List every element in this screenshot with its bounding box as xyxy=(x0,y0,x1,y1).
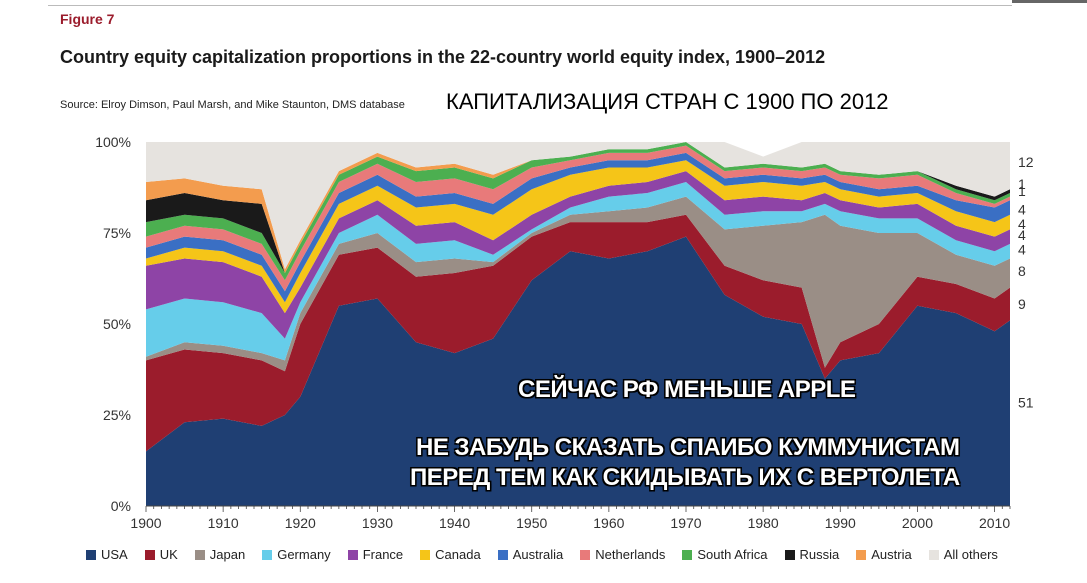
area-all-others xyxy=(146,142,1010,270)
legend-label: Australia xyxy=(512,547,564,562)
x-tick-label: 1960 xyxy=(593,515,624,531)
x-tick-label: 1990 xyxy=(825,515,856,531)
y-tick-label: 25% xyxy=(103,407,131,423)
y-axis: 0% 25% 50% 75% 100% xyxy=(95,134,131,514)
top-right-bar xyxy=(1012,0,1087,3)
figure-label: Figure 7 xyxy=(60,11,115,27)
area-uk xyxy=(146,214,1010,452)
legend-swatch xyxy=(497,549,508,560)
legend-item-usa: USA xyxy=(86,547,128,562)
legend-item-uk: UK xyxy=(144,547,178,562)
legend-item-austria: Austria xyxy=(856,547,912,562)
russian-title: КАПИТАЛИЗАЦИЯ СТРАН С 1900 ПО 2012 xyxy=(446,89,889,114)
x-tick-label: 1900 xyxy=(130,515,161,531)
x-tick-label: 1930 xyxy=(362,515,393,531)
area-france xyxy=(146,171,1010,339)
legend-label: Japan xyxy=(209,547,246,562)
right-share-label: 9 xyxy=(1018,296,1026,312)
x-tick-label: 1980 xyxy=(748,515,779,531)
legend-swatch xyxy=(262,549,273,560)
legend-item-canada: Canada xyxy=(420,547,481,562)
right-share-label: 51 xyxy=(1018,394,1034,410)
x-tick-label: 1910 xyxy=(208,515,239,531)
right-share-label: 1 xyxy=(1018,176,1026,192)
legend-swatch xyxy=(682,549,693,560)
legend-label: UK xyxy=(159,547,178,562)
legend-swatch xyxy=(928,549,939,560)
x-axis: 1900 1910 1920 1930 1940 1950 1960 1970 1980 1990… xyxy=(130,505,1011,531)
legend-swatch xyxy=(420,549,431,560)
right-share-label: 12 xyxy=(1018,154,1034,170)
area-usa xyxy=(146,236,1010,506)
legend-label: All others xyxy=(943,547,998,562)
legend-swatch xyxy=(784,549,795,560)
legend-swatch xyxy=(580,549,591,560)
legend-label: Austria xyxy=(871,547,912,562)
y-tick-label: 0% xyxy=(111,498,131,514)
legend-item-france: France xyxy=(347,547,404,562)
right-share-label: 8 xyxy=(1018,263,1026,279)
legend-item-australia: Australia xyxy=(497,547,564,562)
y-tick-label: 75% xyxy=(103,225,131,241)
x-tick-label: 1940 xyxy=(439,515,470,531)
legend-item-germany: Germany xyxy=(262,547,331,562)
right-share-label: 4 xyxy=(1018,201,1026,217)
x-tick-label: 1970 xyxy=(670,515,701,531)
legend-label: Netherlands xyxy=(595,547,666,562)
legend-label: Russia xyxy=(799,547,840,562)
area-japan xyxy=(146,196,1010,372)
legend-item-south-africa: South Africa xyxy=(682,547,768,562)
chart-title: Country equity capitalization proportion… xyxy=(60,47,826,67)
right-share-label: 4 xyxy=(1018,227,1026,243)
area-south-africa xyxy=(146,142,1010,281)
y-tick-label: 50% xyxy=(103,316,131,332)
area-austria xyxy=(146,142,1010,273)
legend-item-russia: Russia xyxy=(784,547,840,562)
area-canada xyxy=(146,160,1010,314)
x-tick-label: 1920 xyxy=(285,515,316,531)
legend-item-netherlands: Netherlands xyxy=(580,547,665,562)
area-netherlands xyxy=(146,145,1010,292)
x-tick-label: 1950 xyxy=(516,515,547,531)
legend-swatch xyxy=(194,549,205,560)
right-share-label: 1 xyxy=(1018,183,1026,199)
overlay-caption-2: НЕ ЗАБУДЬ СКАЗАТЬ СПАИБО КУММУНИСТАМ xyxy=(416,434,960,461)
legend-swatch xyxy=(86,549,96,560)
legend-swatch xyxy=(144,549,155,560)
overlay-caption-1: СЕЙЧАС РФ МЕНЬШЕ APPLE xyxy=(518,376,856,403)
legend-swatch xyxy=(856,549,867,560)
y-tick-label: 100% xyxy=(95,134,131,150)
area-australia xyxy=(146,152,1010,303)
legend-swatch xyxy=(347,549,358,560)
x-tick-label: 2000 xyxy=(902,515,933,531)
chart-source: Source: Elroy Dimson, Paul Marsh, and Mi… xyxy=(60,99,405,111)
legend-label: Canada xyxy=(435,547,481,562)
area-germany xyxy=(146,182,1010,361)
legend-label: South Africa xyxy=(697,547,768,562)
overlay-caption-3: ПЕРЕД ТЕМ КАК СКИДЫВАТЬ ИХ С ВЕРТОЛЕТА xyxy=(410,464,960,491)
legend-label: USA xyxy=(101,547,128,562)
legend-label: France xyxy=(362,547,404,562)
legend-label: Germany xyxy=(277,547,331,562)
area-layer xyxy=(146,142,1010,506)
chart-legend: USA UK Japan Germany France Canada Australia Ne… xyxy=(86,547,1015,562)
right-share-label: 4 xyxy=(1018,241,1026,257)
x-tick-label: 2010 xyxy=(979,515,1010,531)
top-rule xyxy=(48,5,1012,6)
legend-item-all-others: All others xyxy=(928,547,998,562)
right-share-label: 4 xyxy=(1018,216,1026,232)
legend-item-japan: Japan xyxy=(194,547,246,562)
